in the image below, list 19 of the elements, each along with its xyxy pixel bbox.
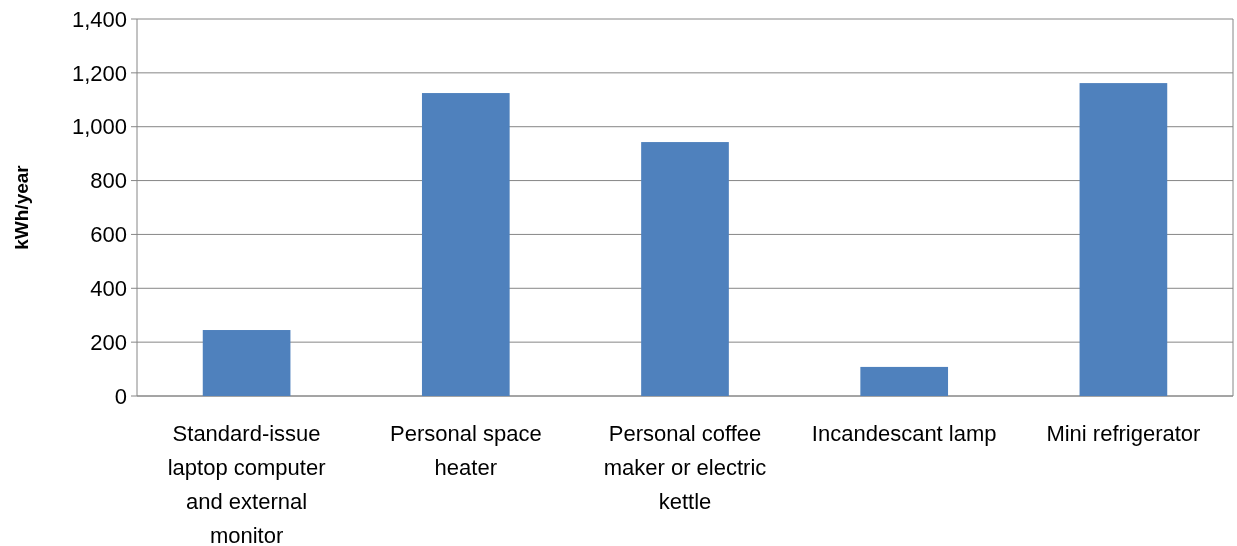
- y-tick-label: 400: [90, 275, 127, 301]
- y-tick-label: 200: [90, 329, 127, 355]
- bar: [421, 93, 510, 396]
- bar: [860, 366, 949, 396]
- bar: [1079, 83, 1168, 396]
- y-axis-title: kWh/year: [11, 164, 32, 250]
- bar: [641, 142, 729, 396]
- x-tick-label: Standard-issue laptop computer and external monitor: [167, 421, 326, 546]
- y-tick-label: 600: [90, 222, 127, 248]
- y-tick-label: 800: [90, 168, 127, 194]
- y-tick-label: 0: [114, 383, 127, 409]
- bar: [202, 330, 291, 396]
- y-tick-label: 1,000: [71, 114, 127, 140]
- x-tick-label: Incandescant lamp: [811, 421, 997, 446]
- x-tick-label: Personal coffee maker or electric kettle: [603, 421, 767, 514]
- y-tick-label: 1,200: [71, 60, 127, 86]
- y-tick-label: 1,400: [71, 6, 127, 32]
- x-tick-label: Mini refrigerator: [1046, 421, 1201, 446]
- x-tick-label: Personal space heater: [389, 421, 542, 480]
